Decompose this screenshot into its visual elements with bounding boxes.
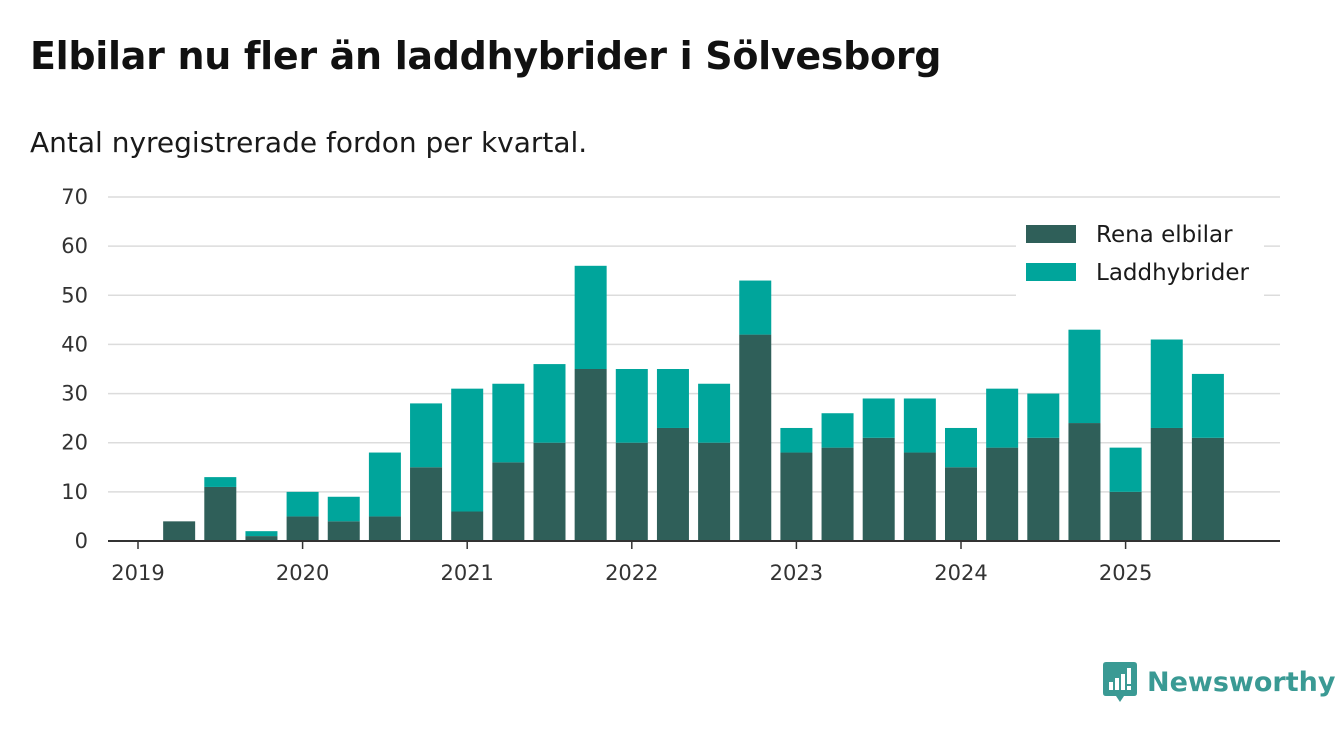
brand-name: Newsworthy (1147, 666, 1336, 698)
bar-laddhybrider-2021Q3 (533, 364, 566, 443)
bar-laddhybrider-2019Q4 (245, 531, 278, 537)
bar-laddhybrider-2024Q2 (986, 388, 1019, 448)
chart-title: Elbilar nu fler än laddhybrider i Sölves… (30, 34, 942, 78)
bar-rena-elbilar-2025Q3 (1191, 437, 1224, 541)
bar-laddhybrider-2023Q3 (862, 398, 895, 438)
bar-rena-elbilar-2024Q3 (1027, 437, 1060, 541)
x-tick-label: 2021 (440, 561, 493, 585)
legend: Rena elbilar Laddhybrider (1016, 216, 1264, 296)
x-tick-label: 2023 (770, 561, 823, 585)
bar-laddhybrider-2022Q3 (698, 383, 731, 443)
bar-laddhybrider-2024Q4 (1068, 329, 1101, 424)
y-tick-label: 30 (61, 382, 88, 406)
bar-laddhybrider-2020Q3 (368, 452, 401, 517)
bar-laddhybrider-2021Q2 (492, 383, 525, 463)
x-tick-label: 2019 (111, 561, 164, 585)
bar-rena-elbilar-2022Q4 (739, 334, 772, 541)
newsworthy-logo-icon (1103, 662, 1137, 702)
legend-swatch-laddhybrider (1026, 263, 1076, 281)
bar-rena-elbilar-2019Q2 (163, 521, 196, 541)
bar-laddhybrider-2021Q1 (451, 388, 484, 512)
legend-label-laddhybrider: Laddhybrider (1096, 260, 1249, 286)
bar-laddhybrider-2019Q3 (204, 477, 237, 487)
bar-laddhybrider-2024Q1 (945, 427, 977, 468)
bars (163, 265, 1224, 541)
bar-laddhybrider-2025Q1 (1109, 447, 1142, 492)
bar-rena-elbilar-2025Q1 (1109, 491, 1142, 541)
bar-rena-elbilar-2021Q4 (574, 369, 607, 541)
bar-rena-elbilar-2020Q1 (286, 516, 319, 541)
y-tick-label: 50 (61, 283, 88, 307)
bar-rena-elbilar-2023Q2 (821, 447, 854, 541)
chart-subtitle: Antal nyregistrerade fordon per kvartal. (30, 126, 588, 159)
x-tick-label: 2024 (934, 561, 987, 585)
bar-laddhybrider-2025Q2 (1150, 339, 1183, 428)
bar-rena-elbilar-2025Q2 (1150, 427, 1183, 541)
bar-rena-elbilar-2022Q1 (615, 442, 648, 541)
bar-laddhybrider-2022Q2 (656, 369, 689, 428)
bar-laddhybrider-2023Q2 (821, 413, 854, 448)
axes: 0 10 20 30 40 50 60 70 2019 2020 2021 2022 2023 2024 2… (61, 185, 1280, 585)
bar-rena-elbilar-2024Q2 (986, 447, 1019, 541)
legend-swatch-rena-elbilar (1026, 225, 1076, 243)
bar-rena-elbilar-2023Q3 (862, 437, 895, 541)
bar-rena-elbilar-2024Q1 (945, 467, 977, 541)
bar-laddhybrider-2025Q3 (1191, 373, 1224, 438)
y-tick-label: 40 (61, 332, 88, 356)
bar-rena-elbilar-2020Q2 (327, 521, 360, 541)
legend-label-rena-elbilar: Rena elbilar (1096, 222, 1233, 248)
x-tick-label: 2020 (276, 561, 329, 585)
y-tick-label: 60 (61, 234, 88, 258)
x-tick-label: 2022 (605, 561, 658, 585)
y-tick-label: 70 (61, 185, 88, 209)
bar-laddhybrider-2020Q2 (327, 496, 360, 522)
y-tick-label: 10 (61, 480, 88, 504)
bar-rena-elbilar-2022Q2 (656, 427, 689, 541)
bar-rena-elbilar-2019Q4 (245, 536, 278, 541)
x-tick-label: 2025 (1099, 561, 1152, 585)
y-tick-label: 0 (75, 529, 88, 553)
brand-logo: Newsworthy (1103, 662, 1335, 702)
bar-rena-elbilar-2019Q3 (204, 486, 237, 541)
bar-rena-elbilar-2020Q3 (368, 516, 401, 541)
bar-rena-elbilar-2021Q3 (533, 442, 566, 541)
bar-laddhybrider-2024Q3 (1027, 393, 1060, 438)
bar-rena-elbilar-2020Q4 (410, 467, 443, 541)
bar-rena-elbilar-2021Q2 (492, 462, 525, 541)
bar-laddhybrider-2021Q4 (574, 265, 607, 369)
bar-rena-elbilar-2023Q1 (780, 452, 813, 541)
bar-laddhybrider-2023Q4 (903, 398, 936, 453)
bar-rena-elbilar-2023Q4 (903, 452, 936, 541)
bar-laddhybrider-2022Q4 (739, 280, 772, 335)
bar-rena-elbilar-2022Q3 (698, 442, 731, 541)
bar-laddhybrider-2020Q1 (286, 491, 319, 517)
bar-laddhybrider-2020Q4 (410, 403, 443, 468)
y-tick-label: 20 (61, 431, 88, 455)
bar-rena-elbilar-2021Q1 (451, 511, 484, 541)
bar-rena-elbilar-2024Q4 (1068, 423, 1101, 541)
bar-laddhybrider-2022Q1 (615, 369, 648, 443)
bar-laddhybrider-2023Q1 (780, 427, 813, 453)
